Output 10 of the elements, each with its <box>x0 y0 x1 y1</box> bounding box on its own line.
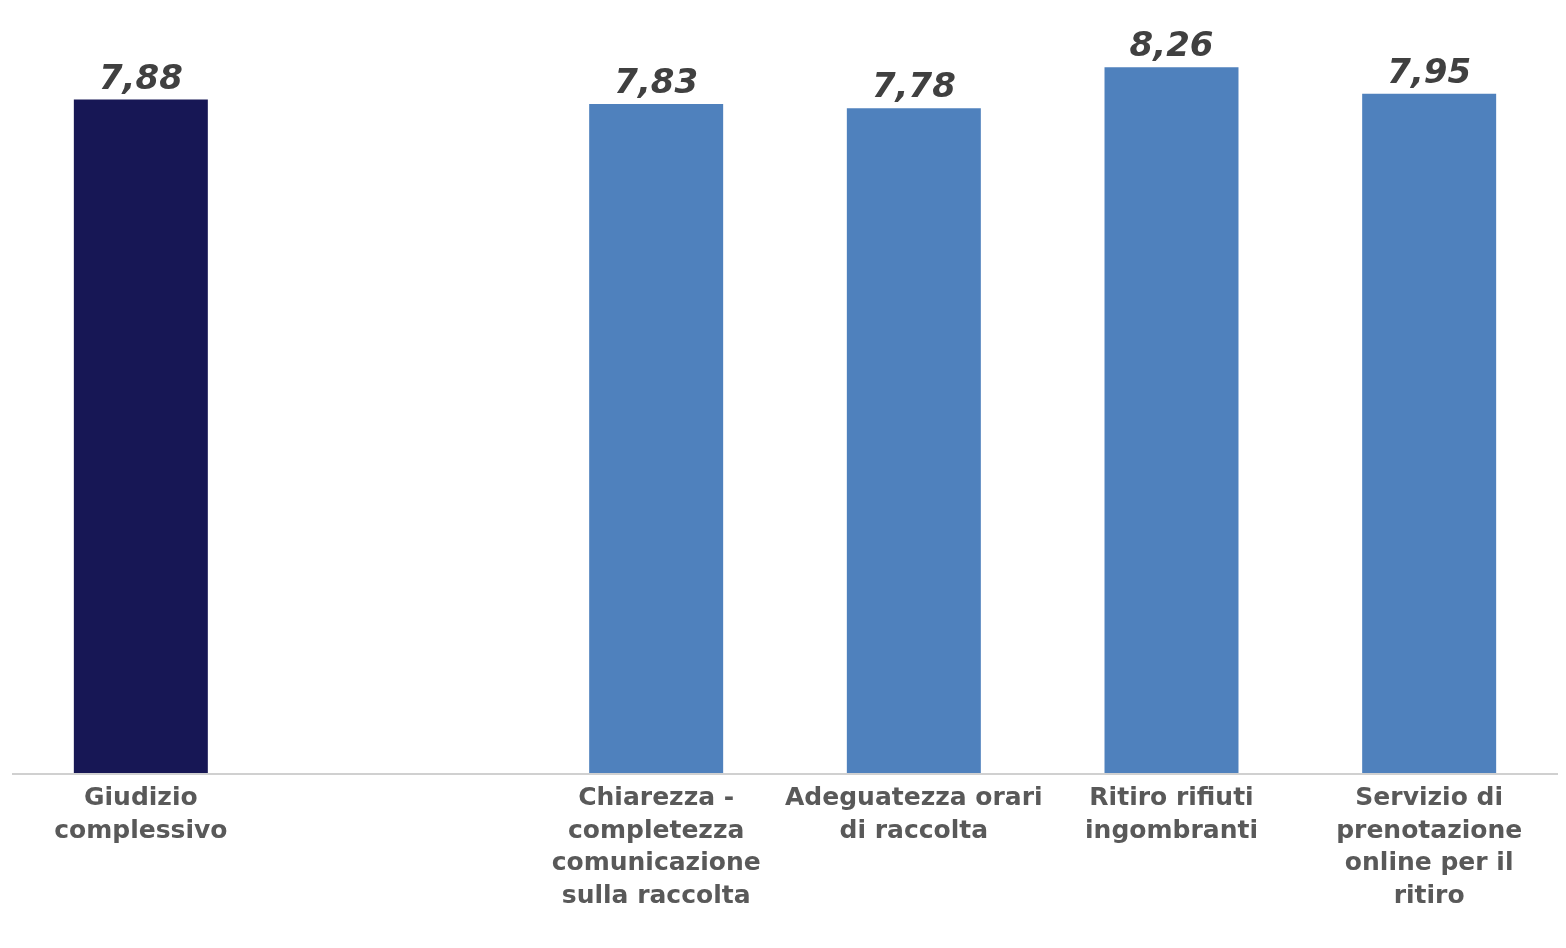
data-label: 7,78 <box>871 65 956 106</box>
data-label: 7,95 <box>1387 50 1472 91</box>
x-tick-label: Servizio di prenotazione online per il ritiro <box>1336 782 1523 909</box>
data-label: 7,88 <box>98 56 183 97</box>
x-tick-label: Ritiro rifiuti ingombranti <box>1085 782 1258 844</box>
data-label: 7,83 <box>614 60 699 101</box>
x-tick-label: Giudizio complessivo <box>54 782 228 844</box>
data-label: 8,26 <box>1129 24 1214 65</box>
x-tick-label: Adeguatezza orari di raccolta <box>785 782 1043 844</box>
x-tick-label: Chiarezza - completezza comunicazione sulla raccolta <box>551 782 761 909</box>
